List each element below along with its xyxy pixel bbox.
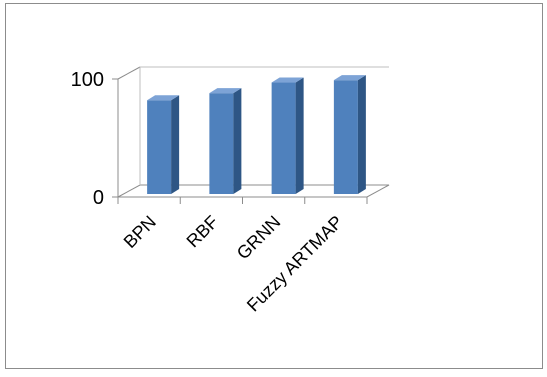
bar-top (271, 77, 304, 83)
bar-side (171, 95, 180, 194)
y-tick-label: 100 (71, 69, 104, 91)
bar-top (147, 95, 180, 101)
y-tick-label: 0 (93, 187, 104, 209)
chart-frame: 0 100 BPN RBF GRNN Fuzzy ARTMAP (5, 3, 543, 369)
bar-side (357, 75, 366, 194)
x-tick-label: BPN (120, 212, 160, 252)
bar-top (333, 75, 366, 81)
bar-side (295, 77, 304, 194)
bar-rbf (209, 88, 242, 194)
bar-series (147, 75, 366, 194)
bar-front (333, 80, 358, 194)
bar-front (209, 93, 234, 194)
bar-grnn (271, 77, 304, 194)
bar-top (209, 88, 242, 94)
bar-bpn (147, 95, 180, 194)
bar-front (271, 82, 296, 194)
bar-fuzzy-artmap (333, 75, 366, 194)
bar-side (233, 88, 242, 194)
bar-front (147, 100, 172, 194)
y-axis: 0 100 (71, 69, 118, 209)
side-wall-edge (117, 66, 141, 80)
chart-floor (117, 184, 390, 198)
x-tick-label: GRNN (233, 212, 285, 264)
x-tick-label: RBF (183, 212, 223, 252)
chart-walls (117, 66, 390, 198)
